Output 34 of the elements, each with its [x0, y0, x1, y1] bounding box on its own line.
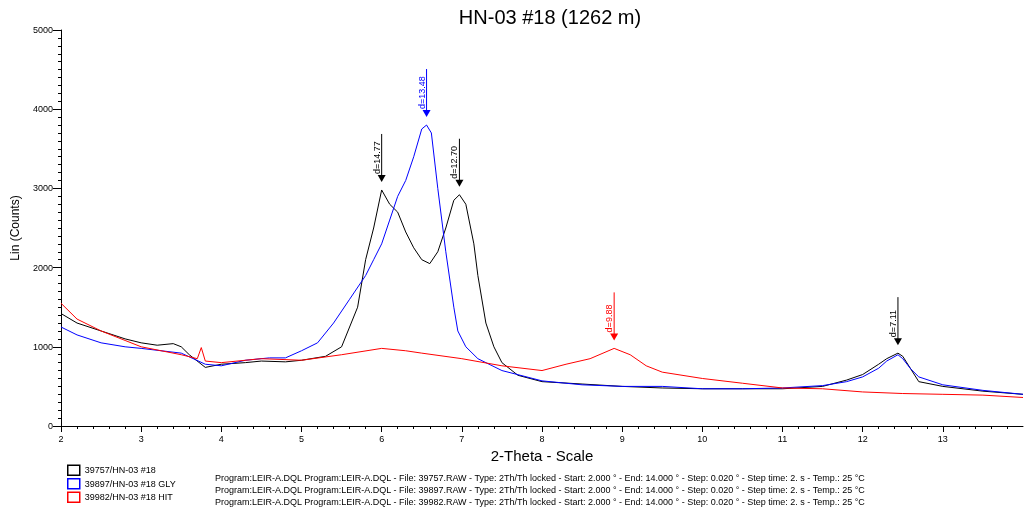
text: Program:LEIR-A.DQL Program:LEIR-A.DQL - File: 39982.RAW - Type: 2Th/Th locked - Start: 2.000 ° - End: 14.000 ° - Step: 0.020 ° - Step time: 2. s - Temp.: 25 °C [215, 496, 866, 507]
x-tick-label: 10 [697, 433, 708, 444]
annotation: d=13.48 [416, 76, 427, 110]
annotation: d=14.77 [371, 141, 382, 174]
x-tick-label: 8 [539, 433, 545, 444]
y-tick-label: 5000 [32, 25, 53, 35]
x-tick-label: 6 [379, 433, 385, 444]
x-tick-label: 5 [298, 433, 305, 444]
annotation: d=7.11 [887, 310, 898, 338]
x-tick-label: 2 [58, 433, 64, 444]
x-tick-label: 4 [218, 433, 224, 444]
x-tick-label: 13 [937, 433, 948, 444]
x-axis-title: 2-Theta - Scale [490, 447, 594, 464]
line-series [60, 302, 1024, 398]
legend-label: 39982/HN-03 #18 HIT [84, 492, 174, 503]
y-axis-title: Lin (Counts) [8, 195, 22, 261]
text: Program:LEIR-A.DQL Program:LEIR-A.DQL - File: 39757.RAW - Type: 2Th/Th locked - Start: 2.000 ° - End: 14.000 ° - Step: 0.020 ° - Step time: 2. s - Temp.: 25 °C [215, 472, 866, 483]
y-tick-label: 1000 [32, 341, 53, 352]
x-tick-label: 9 [619, 433, 625, 444]
x-tick-label: 12 [857, 433, 868, 444]
y-tick-label: 3000 [32, 183, 53, 194]
y-tick-label: 2000 [32, 262, 53, 273]
line-series [60, 124, 1024, 395]
legend-label: 39757/HN-03 #18 [84, 465, 156, 476]
legend-label: 39897/HN-03 #18 GLY [84, 478, 176, 489]
chart-title: HN-03 #18 (1262 m) [458, 6, 642, 28]
annotation: d=9.88 [604, 304, 615, 333]
x-tick-label: 7 [459, 433, 465, 444]
x-tick-label: 11 [777, 433, 788, 444]
text: Program:LEIR-A.DQL Program:LEIR-A.DQL - File: 39897.RAW - Type: 2Th/Th locked - Start: 2.000 ° - End: 14.000 ° - Step: 0.020 ° - Step time: 2. s - Temp.: 25 °C [215, 484, 866, 495]
annotation: d=12.70 [449, 145, 460, 179]
y-tick-label: 4000 [32, 104, 53, 115]
x-tick-label: 3 [138, 433, 144, 444]
y-tick-label: 0 [47, 421, 53, 431]
